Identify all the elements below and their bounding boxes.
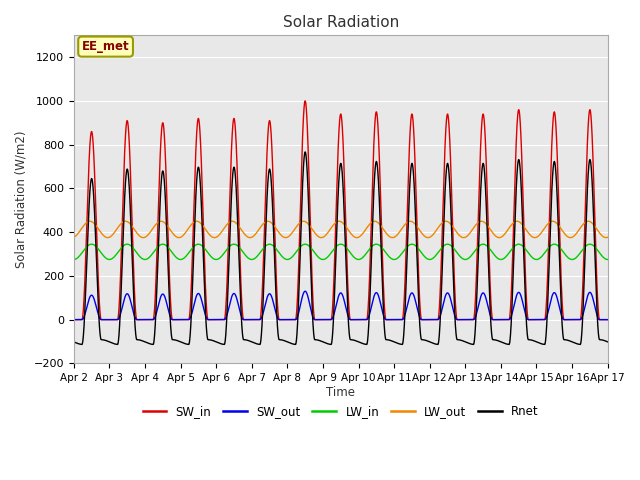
LW_in — [70, 257, 77, 263]
SW_in — [301, 98, 309, 104]
SW_out — [604, 317, 612, 323]
SW_out — [504, 317, 512, 323]
SW_out — [83, 303, 91, 309]
Rnet — [83, 247, 91, 252]
SW_in — [254, 317, 262, 323]
Rnet — [303, 167, 311, 172]
Line: LW_out: LW_out — [74, 221, 608, 238]
Rnet — [604, 339, 612, 345]
Rnet — [78, 342, 86, 348]
SW_in — [70, 317, 77, 323]
Rnet — [104, 338, 112, 344]
X-axis label: Time: Time — [326, 386, 355, 399]
SW_out — [301, 288, 309, 294]
Rnet — [301, 149, 309, 155]
LW_out — [254, 228, 262, 234]
Rnet — [504, 341, 512, 347]
LW_in — [504, 251, 512, 257]
SW_in — [303, 117, 311, 123]
LW_in — [104, 256, 112, 262]
LW_in — [83, 243, 91, 249]
SW_out — [254, 317, 262, 323]
Rnet — [188, 294, 196, 300]
SW_out — [303, 291, 311, 297]
LW_out — [70, 234, 77, 240]
LW_out — [504, 226, 512, 232]
SW_out — [70, 317, 77, 323]
SW_in — [504, 317, 512, 323]
LW_out — [104, 235, 112, 240]
LW_in — [604, 257, 612, 263]
Rnet — [254, 341, 262, 347]
Y-axis label: Solar Radiation (W/m2): Solar Radiation (W/m2) — [15, 131, 28, 268]
SW_out — [188, 310, 196, 316]
LW_out — [86, 218, 93, 224]
SW_in — [83, 210, 91, 216]
SW_out — [104, 317, 112, 323]
Title: Solar Radiation: Solar Radiation — [283, 15, 399, 30]
LW_in — [188, 246, 196, 252]
LW_out — [303, 220, 311, 226]
LW_in — [303, 242, 311, 248]
SW_in — [188, 264, 196, 270]
Text: EE_met: EE_met — [82, 40, 129, 53]
LW_out — [104, 235, 111, 240]
SW_in — [104, 317, 112, 323]
LW_out — [604, 234, 612, 240]
Rnet — [70, 339, 77, 345]
LW_out — [188, 221, 196, 227]
SW_in — [604, 317, 612, 323]
Line: LW_in: LW_in — [74, 244, 608, 260]
LW_in — [88, 241, 95, 247]
Line: Rnet: Rnet — [74, 152, 608, 345]
LW_in — [254, 253, 262, 259]
Legend: SW_in, SW_out, LW_in, LW_out, Rnet: SW_in, SW_out, LW_in, LW_out, Rnet — [138, 401, 543, 423]
Line: SW_out: SW_out — [74, 291, 608, 320]
Line: SW_in: SW_in — [74, 101, 608, 320]
LW_out — [83, 219, 91, 225]
